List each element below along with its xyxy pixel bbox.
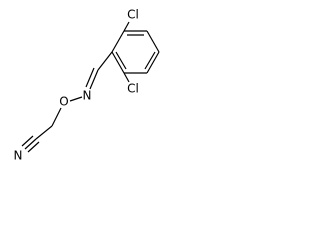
bond (146, 30, 160, 53)
bond (51, 107, 62, 127)
bond (27, 141, 40, 153)
bonds (21, 21, 160, 153)
atom-label: Cl (127, 8, 139, 22)
atom-label: Cl (127, 82, 139, 96)
bond (89, 69, 99, 90)
bond (144, 51, 156, 70)
atom-label: O (59, 95, 68, 109)
bond (123, 72, 130, 83)
molecule-diagram: Cl Cl N O N (14, 8, 160, 163)
bond (69, 96, 83, 102)
bond (21, 135, 34, 147)
bond (35, 125, 53, 140)
bond (85, 67, 95, 88)
bond (111, 30, 125, 53)
bond (97, 51, 113, 71)
bond (111, 51, 125, 74)
atom-label: N (14, 149, 23, 163)
atom-label: N (83, 89, 92, 103)
bond (115, 51, 127, 70)
bond (24, 138, 37, 150)
bond (123, 21, 130, 32)
bond (146, 51, 160, 74)
